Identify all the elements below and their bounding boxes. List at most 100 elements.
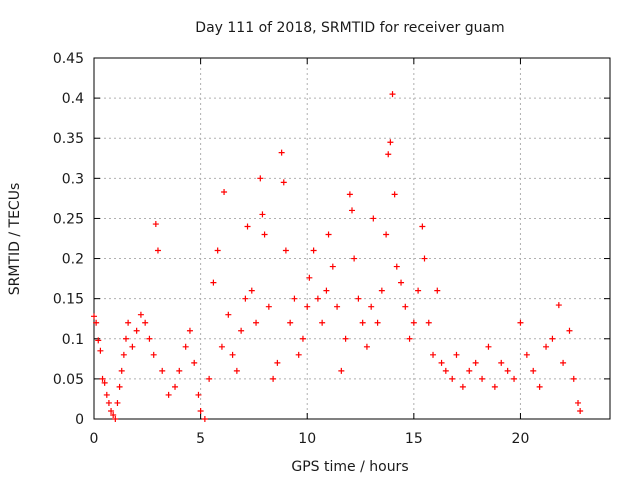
y-tick-label: 0.3 [62,171,84,187]
data-point [238,327,245,334]
data-point [229,351,236,358]
data-point [385,151,392,158]
data-point [363,343,370,350]
data-point [479,375,486,382]
data-point [523,351,530,358]
data-point [402,303,409,310]
data-point [197,407,204,414]
data-point [410,319,417,326]
data-point [391,191,398,198]
data-point [434,287,441,294]
x-axis-label: GPS time / hours [291,459,408,475]
data-point [93,319,100,326]
y-tick-label: 0.1 [62,332,84,348]
data-point [118,367,125,374]
x-tick-label: 15 [405,431,423,447]
data-point [210,279,217,286]
data-point [172,383,179,390]
data-point [378,287,385,294]
data-point [325,231,332,238]
data-point [389,91,396,98]
data-point [195,391,202,398]
y-tick-label: 0.45 [53,51,84,67]
data-point [453,351,460,358]
data-point [257,175,264,182]
data-point [154,247,161,254]
data-point [270,375,277,382]
data-point [101,379,108,386]
data-point [99,375,106,382]
data-point [176,367,183,374]
data-point [368,303,375,310]
data-point [314,295,321,302]
data-point [248,287,255,294]
data-point [425,319,432,326]
data-point [265,303,272,310]
data-point [159,367,166,374]
data-points [91,91,584,422]
data-point [261,231,268,238]
data-point [555,302,562,309]
data-point [278,149,285,156]
y-tick-label: 0 [75,412,84,428]
y-axis-label: SRMTID / TECUs [7,183,23,296]
data-point [383,231,390,238]
data-point [355,295,362,302]
data-point [201,416,208,422]
data-point [530,367,537,374]
data-point [504,367,511,374]
data-point [150,351,157,358]
data-point [560,359,567,366]
data-point [291,295,298,302]
data-point [110,411,117,418]
data-point [570,375,577,382]
data-point [351,255,358,262]
data-point [182,343,189,350]
data-point [206,375,213,382]
grid [94,58,610,419]
data-point [116,383,123,390]
data-point [133,327,140,334]
data-point [349,207,355,214]
data-point [346,191,353,198]
data-point [485,343,492,350]
data-point [95,337,102,344]
data-point [287,319,294,326]
data-point [370,215,377,222]
data-point [419,223,426,230]
data-point [398,279,405,286]
data-point [577,407,584,414]
data-point [122,335,129,342]
data-point [323,287,330,294]
data-point [233,367,240,374]
data-point [191,359,198,366]
x-tick-label: 10 [298,431,316,447]
data-point [225,311,232,318]
data-point [549,335,556,342]
axis-ticks [93,57,610,420]
data-point [306,274,313,281]
data-point [498,359,505,366]
data-point [329,263,336,270]
chart-title: Day 111 of 2018, SRMTID for receiver gua… [195,20,504,36]
data-point [430,351,437,358]
data-point [253,319,260,326]
data-point [137,311,144,318]
data-point [438,359,445,366]
data-point [120,351,127,358]
data-point [186,327,193,334]
data-point [165,391,172,398]
x-tick-label: 20 [512,431,530,447]
y-tick-label: 0.35 [53,131,84,147]
data-point [472,359,479,366]
data-point [299,335,306,342]
data-point [310,247,317,254]
y-tick-labels: 0 0.05 0.1 0.15 0.2 0.25 0.3 0.35 0.4 0.45 [53,51,84,428]
data-point [142,319,149,326]
x-tick-labels: 0 5 10 15 20 [90,431,530,447]
data-point [566,327,573,334]
data-point [319,319,326,326]
data-point [342,335,349,342]
data-point [415,287,422,294]
